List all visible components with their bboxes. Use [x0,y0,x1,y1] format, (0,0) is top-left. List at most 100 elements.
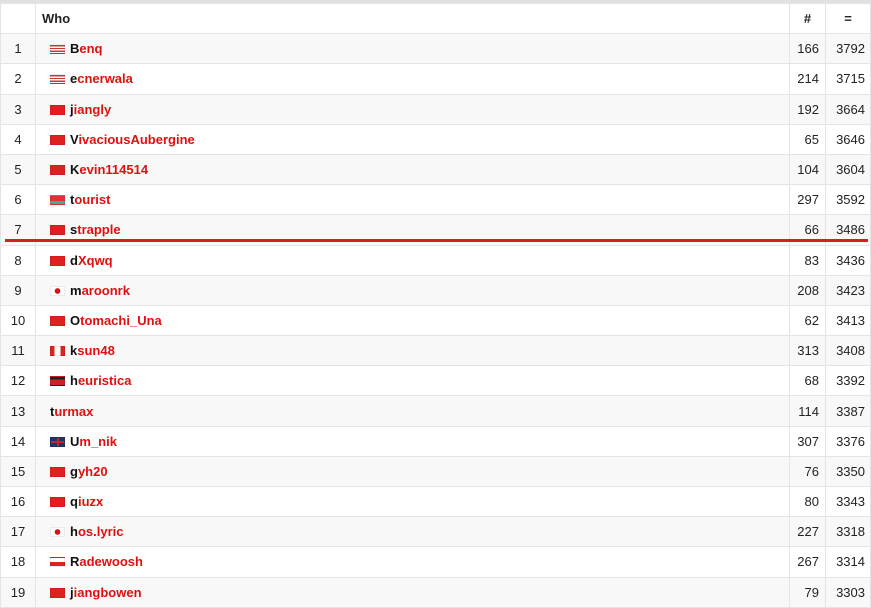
table-row: 14 Um_nik 307 3376 [0,425,871,457]
contest-count-cell: 80 [789,485,826,518]
flag-pl-icon [50,557,65,568]
user-handle-link[interactable]: Radewoosh [70,554,143,570]
table-row: 2 ecnerwala 214 3715 [0,63,871,95]
rank-cell: 5 [0,153,36,186]
table-row: 15 gyh20 76 3350 [0,455,871,488]
rating-cell: 3423 [825,274,871,306]
contest-count-cell: 62 [789,304,826,337]
rating-cell: 3664 [825,93,871,125]
who-cell: Otomachi_Una [35,304,790,337]
user-handle-link[interactable]: hos.lyric [70,524,124,540]
user-handle-link[interactable]: Otomachi_Una [70,312,162,328]
user-handle-link[interactable]: tourist [70,192,111,208]
user-handle-link[interactable]: gyh20 [70,463,108,479]
table-row: 8 dXqwq 83 3436 [0,244,871,276]
contest-count-cell: 192 [789,93,826,125]
rank-cell: 14 [0,425,36,457]
user-handle-link[interactable]: heuristica [70,373,132,389]
table-row: 13 turmax 114 3387 [0,395,871,427]
contest-count-cell: 307 [789,425,826,457]
who-cell: gyh20 [35,455,790,488]
rating-cell: 3387 [825,395,871,427]
who-cell: Um_nik [35,425,790,457]
rating-header[interactable]: = [825,2,871,35]
rank-cell: 11 [0,335,36,367]
rating-cell: 3436 [825,244,871,276]
contest-count-cell: 227 [789,516,826,548]
rank-cell: 15 [0,455,36,488]
flag-us-icon [50,74,65,85]
contest-count-cell: 208 [789,274,826,306]
user-handle-link[interactable]: qiuzx [70,494,104,510]
who-header[interactable]: Who [35,2,790,35]
who-cell: qiuzx [35,485,790,518]
flag-cn-icon [50,104,65,115]
who-cell: maroonrk [35,274,790,306]
rating-cell: 3604 [825,153,871,186]
who-cell: VivaciousAubergine [35,123,790,155]
contest-count-cell: 214 [789,63,826,95]
who-cell: turmax [35,395,790,427]
flag-cn-icon [50,587,65,598]
user-handle-link[interactable]: dXqwq [70,252,113,268]
who-cell: dXqwq [35,244,790,276]
flag-jp-icon [50,527,65,538]
rank-cell: 4 [0,123,36,155]
contest-count-cell: 267 [789,546,826,578]
who-cell: Kevin114514 [35,153,790,186]
rank-cell: 10 [0,304,36,337]
rank-header [0,2,36,35]
rating-cell: 3392 [825,365,871,397]
rank-cell: 2 [0,63,36,95]
rating-cell: 3792 [825,33,871,65]
flag-cn-icon [50,134,65,145]
contest-count-cell: 313 [789,335,826,367]
table-header: Who # = [0,2,871,35]
contest-count-cell: 166 [789,33,826,65]
flag-cn-icon [50,225,65,236]
who-cell: tourist [35,184,790,216]
flag-cn-icon [50,497,65,508]
who-cell: hos.lyric [35,516,790,548]
user-handle-link[interactable]: VivaciousAubergine [70,131,195,147]
user-handle-link[interactable]: Um_nik [70,433,117,449]
flag-us-icon [50,44,65,55]
rank-cell: 12 [0,365,36,397]
flag-by-icon [50,195,65,206]
user-handle-link[interactable]: jiangbowen [70,584,142,600]
rank-cell: 9 [0,274,36,306]
table-row: 4 VivaciousAubergine 65 3646 [0,123,871,155]
rating-cell: 3343 [825,485,871,518]
table-row: 18 Radewoosh 267 3314 [0,546,871,578]
table-row: 16 qiuzx 80 3343 [0,485,871,518]
user-handle-link[interactable]: jiangly [70,101,112,117]
contest-count-cell: 83 [789,244,826,276]
table-row: 9 maroonrk 208 3423 [0,274,871,306]
user-handle-link[interactable]: ecnerwala [70,71,133,87]
rating-cell: 3413 [825,304,871,337]
who-cell: ecnerwala [35,63,790,95]
rating-cell: 3646 [825,123,871,155]
flag-cn-icon [50,255,65,266]
table-row: 5 Kevin114514 104 3604 [0,153,871,186]
user-handle-link[interactable]: turmax [50,403,94,419]
table-row: 10 Otomachi_Una 62 3413 [0,304,871,337]
contest-count-cell: 76 [789,455,826,488]
rating-cell: 3350 [825,455,871,488]
contest-count-cell: 297 [789,184,826,216]
user-handle-link[interactable]: Benq [70,41,103,57]
rating-cell: 3408 [825,335,871,367]
table-row: 1 Benq 166 3792 [0,33,871,65]
rank-cell: 13 [0,395,36,427]
table-row: 3 jiangly 192 3664 [0,93,871,125]
user-handle-link[interactable]: ksun48 [70,343,115,359]
flag-ag-icon [50,376,65,387]
user-handle-link[interactable]: strapple [70,222,121,238]
who-cell: heuristica [35,365,790,397]
table-row: 11 ksun48 313 3408 [0,335,871,367]
contest-count-cell: 65 [789,123,826,155]
count-header[interactable]: # [789,2,826,35]
user-handle-link[interactable]: Kevin114514 [70,162,149,178]
user-handle-link[interactable]: maroonrk [70,282,130,298]
